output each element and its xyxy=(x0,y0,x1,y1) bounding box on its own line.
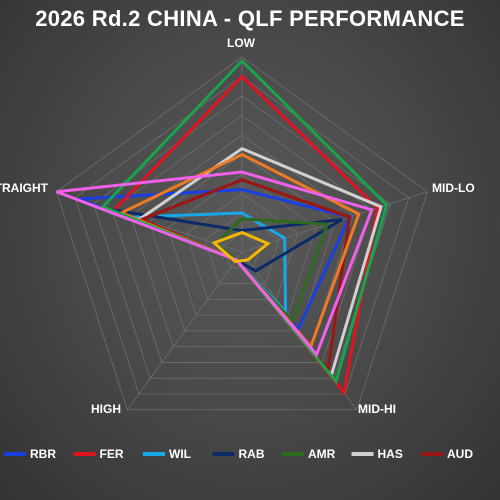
legend-label-has: HAS xyxy=(378,447,403,461)
grid-ring xyxy=(185,193,299,300)
legend-label-rbr: RBR xyxy=(30,447,56,461)
legend-label-aud: AUD xyxy=(447,447,473,461)
series-polygon-yellow xyxy=(211,230,271,264)
series-polygon-pink xyxy=(56,170,374,358)
radar-series xyxy=(56,58,389,396)
legend-label-amr: AMR xyxy=(308,447,336,461)
legend-label-fer: FER xyxy=(100,447,124,461)
grid-ring xyxy=(56,56,428,411)
grid-spoke xyxy=(127,251,243,410)
legend: RBR FER WIL RAB AMR HAS AUD xyxy=(4,447,473,461)
axis-label-mid-hi: MID-HI xyxy=(358,402,396,416)
axis-labels: LOW MID-LO MID-HI HIGH STRAIGHT xyxy=(0,36,475,416)
grid-ring xyxy=(74,76,410,395)
axis-label-high: HIGH xyxy=(91,402,121,416)
axis-label-mid-lo: MID-LO xyxy=(432,181,475,195)
axis-label-low: LOW xyxy=(227,36,256,50)
axis-label-straight: STRAIGHT xyxy=(0,181,49,195)
legend-label-wil: WIL xyxy=(169,447,191,461)
grid-ring xyxy=(204,212,280,284)
grid-ring xyxy=(167,173,317,316)
chart-title: 2026 Rd.2 CHINA - QLF PERFORMANCE xyxy=(35,6,465,31)
grid-spoke xyxy=(241,191,428,253)
series-polygon-rab xyxy=(111,208,343,273)
legend-label-rab: RAB xyxy=(239,447,265,461)
